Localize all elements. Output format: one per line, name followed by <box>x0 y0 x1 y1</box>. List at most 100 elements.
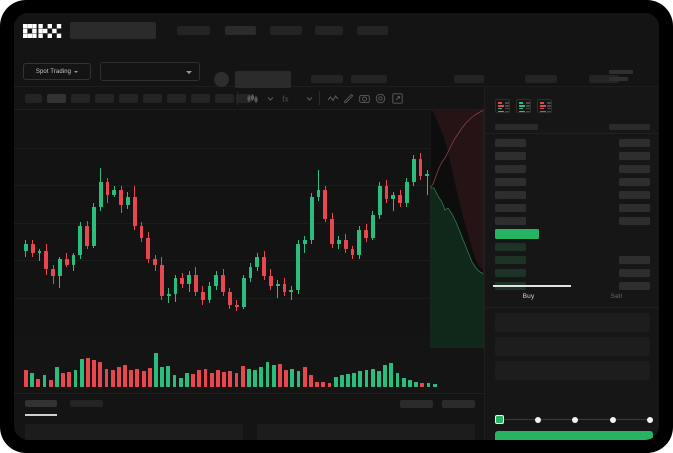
orderbook-row-ask[interactable] <box>485 201 659 214</box>
order-amount-field[interactable] <box>495 337 650 356</box>
volume-bar <box>178 377 183 387</box>
okx-blocky-logo-icon[interactable] <box>23 24 62 38</box>
volume-bar <box>85 357 90 387</box>
nav-item-trade[interactable] <box>225 26 256 35</box>
timeframe-1h[interactable] <box>143 94 162 103</box>
volume-bar <box>265 362 270 387</box>
orderbook-asks-icon[interactable] <box>537 99 552 113</box>
tab-sell[interactable]: Sell <box>610 292 623 300</box>
candle <box>180 110 185 335</box>
slider-mark-75[interactable] <box>609 416 616 423</box>
candle-body <box>316 189 321 198</box>
market-type-selector[interactable]: Spot Trading <box>23 63 91 80</box>
camera-icon[interactable] <box>357 91 372 106</box>
timeframe-1m[interactable] <box>47 94 66 103</box>
global-search-input[interactable] <box>70 22 156 39</box>
candle-wick <box>426 170 428 196</box>
slider-handle-icon[interactable] <box>495 415 504 424</box>
candle-body <box>241 278 246 308</box>
orders-card-left[interactable] <box>25 424 243 440</box>
orders-card-right[interactable] <box>257 424 475 440</box>
orders-tab-open[interactable] <box>25 400 57 407</box>
candle-body <box>207 286 212 300</box>
candle-body <box>132 197 137 227</box>
orders-tab-history[interactable] <box>70 400 103 407</box>
volume-bar-chart <box>14 335 484 393</box>
timeframe-1w[interactable] <box>215 94 234 103</box>
candle-body <box>51 268 55 277</box>
orderbook-row-bid[interactable] <box>485 266 659 279</box>
orderbook-bids-icon[interactable] <box>516 99 531 113</box>
volume-bar <box>197 370 202 387</box>
chevron-down-icon <box>74 70 79 73</box>
orderbook-row-ask[interactable] <box>485 136 659 149</box>
timeframe-more[interactable] <box>236 94 252 103</box>
timeframe-15m[interactable] <box>95 94 114 103</box>
orders-action-cancel-all[interactable] <box>400 400 433 408</box>
price-candlestick-chart[interactable] <box>14 110 484 348</box>
timeframe-1d[interactable] <box>191 94 210 103</box>
orderbook-amount-cell <box>619 281 650 290</box>
nav-item-derivatives[interactable] <box>270 26 302 35</box>
orderbook-row-bid[interactable] <box>485 253 659 266</box>
candle-body <box>139 226 144 238</box>
nav-item-markets[interactable] <box>177 26 210 35</box>
tablet-screen: Spot Trading fx <box>14 13 659 440</box>
orderbook-row-bid[interactable] <box>485 240 659 253</box>
tab-buy[interactable]: Buy <box>522 292 535 300</box>
indicator-fx-icon[interactable]: fx <box>279 91 294 106</box>
order-price-field[interactable] <box>495 313 650 332</box>
orderbook-row-ask[interactable] <box>485 162 659 175</box>
orderbook-col-amount <box>609 124 650 130</box>
orderbook-row-ask[interactable] <box>485 175 659 188</box>
timeframe-30m[interactable] <box>119 94 138 103</box>
chevron-down-icon[interactable] <box>302 91 317 106</box>
candlestick-chart-icon[interactable] <box>245 91 260 106</box>
orderbook-amount-cell <box>619 255 650 264</box>
volume-bar <box>284 369 288 387</box>
orderbook-row-ask[interactable] <box>485 188 659 201</box>
nav-item-more[interactable] <box>357 26 388 35</box>
timeframe-5m[interactable] <box>71 94 90 103</box>
orderbook-row-spread[interactable] <box>485 227 659 240</box>
candle-body <box>105 181 110 196</box>
slider-mark-50[interactable] <box>572 416 578 423</box>
candle-body <box>262 257 266 277</box>
candle-body <box>411 158 416 182</box>
candle <box>98 110 103 335</box>
orderbook-row-ask[interactable] <box>485 214 659 227</box>
volume-bar <box>302 366 307 387</box>
volume-bar <box>24 369 28 387</box>
slider-mark-25[interactable] <box>534 416 541 423</box>
candle-body <box>78 226 83 256</box>
orders-action-settings[interactable] <box>442 400 475 408</box>
volume-bar <box>327 383 332 387</box>
volume-bar <box>54 366 59 387</box>
amount-percentage-slider[interactable] <box>495 415 653 424</box>
timeframe-4h[interactable] <box>167 94 186 103</box>
candle <box>187 110 192 335</box>
orderbook-glyph-bar <box>540 110 546 112</box>
volume-bar <box>135 368 140 387</box>
trading-pair-selector[interactable] <box>100 62 200 81</box>
submit-buy-button[interactable] <box>495 431 653 440</box>
candle-wick <box>392 191 394 211</box>
orderbook-both-icon[interactable] <box>495 99 510 113</box>
gear-icon[interactable] <box>373 91 388 106</box>
nav-item-earn[interactable] <box>315 26 343 35</box>
orderbook-row-ask[interactable] <box>485 149 659 162</box>
volume-bar <box>160 366 165 387</box>
volume-bar <box>123 364 127 387</box>
candle-wick <box>317 170 319 202</box>
timeframe-time[interactable] <box>25 94 42 103</box>
slider-mark-100[interactable] <box>647 416 653 423</box>
pencil-draw-icon[interactable] <box>341 91 356 106</box>
volume-bar <box>228 371 233 387</box>
line-chart-icon[interactable] <box>325 91 340 106</box>
candle-body <box>24 243 28 252</box>
order-total-field[interactable] <box>495 361 650 380</box>
more-menu-icon[interactable] <box>609 70 633 84</box>
chevron-down-icon[interactable] <box>263 91 278 106</box>
fullscreen-icon[interactable] <box>390 91 405 106</box>
toolbar-divider-1 <box>319 91 320 105</box>
